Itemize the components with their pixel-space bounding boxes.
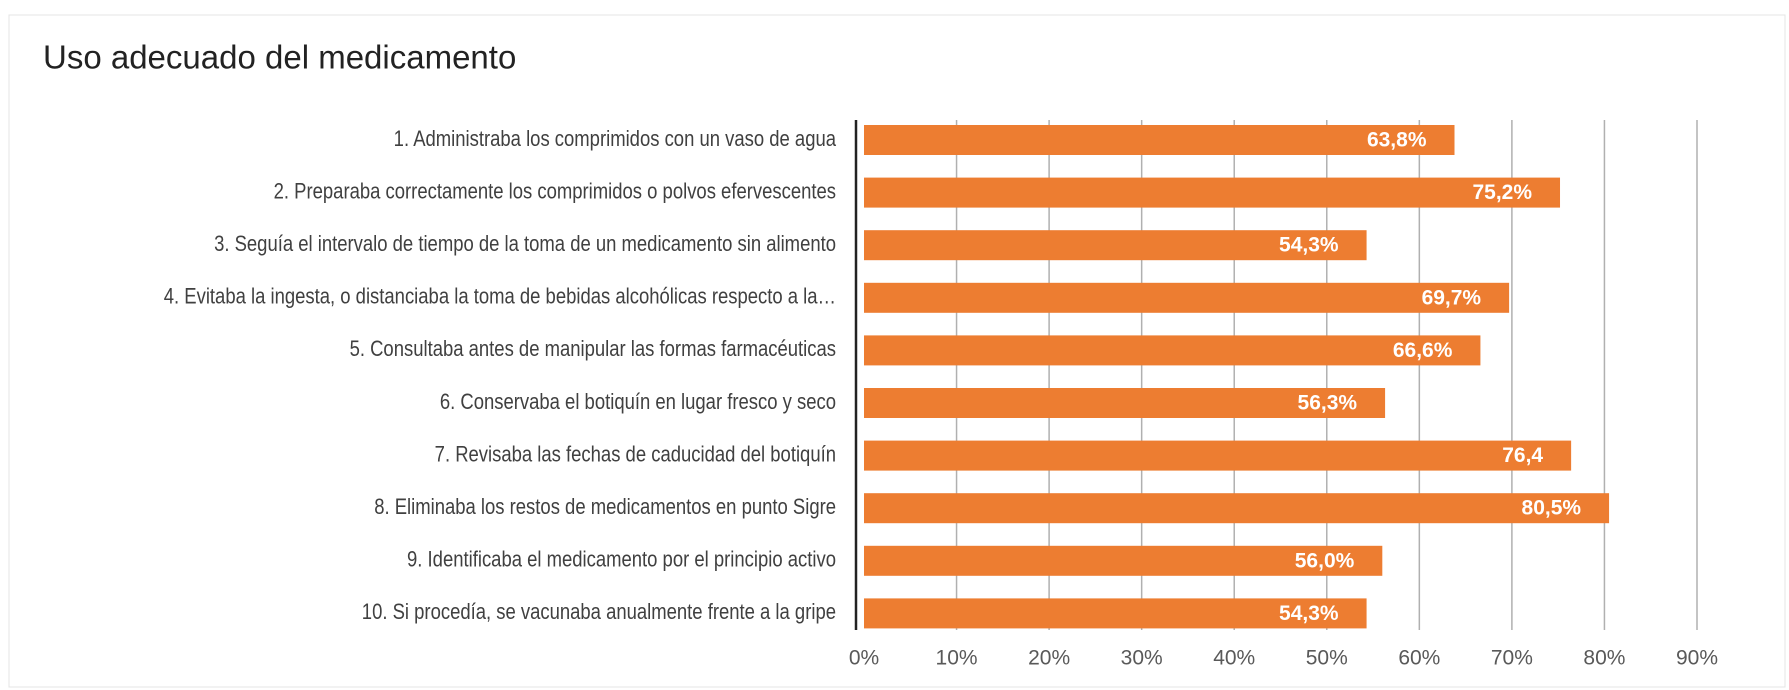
value-label: 80,5% xyxy=(1522,497,1582,520)
category-label: 5. Consultaba antes de manipular las for… xyxy=(350,338,836,362)
bar xyxy=(864,388,1386,418)
category-label: 7. Revisaba las fechas de caducidad del … xyxy=(435,443,836,467)
x-tick-label: 20% xyxy=(1028,647,1070,670)
x-tick-label: 0% xyxy=(849,647,879,670)
category-label: 8. Eliminaba los restos de medicamentos … xyxy=(374,496,836,520)
bar xyxy=(864,493,1610,524)
bar xyxy=(864,177,1561,208)
bar xyxy=(864,440,1572,471)
value-label: 66,6% xyxy=(1393,339,1453,362)
category-label: 9. Identificaba el medicamento por el pr… xyxy=(407,548,836,572)
value-label: 75,2% xyxy=(1472,181,1532,204)
value-label: 63,8% xyxy=(1367,129,1427,152)
category-label: 2. Preparaba correctamente los comprimid… xyxy=(274,180,836,204)
bar xyxy=(864,125,1455,155)
value-label: 69,7% xyxy=(1422,286,1482,309)
bar xyxy=(864,598,1367,629)
value-label: 54,3% xyxy=(1279,602,1339,625)
category-label: 1. Administraba los comprimidos con un v… xyxy=(394,127,837,151)
x-tick-label: 90% xyxy=(1676,647,1718,670)
chart-title: Uso adecuado del medicamento xyxy=(43,39,516,76)
category-label: 4. Evitaba la ingesta, o distanciaba la … xyxy=(164,285,836,309)
bar xyxy=(864,230,1367,261)
value-label: 56,0% xyxy=(1295,549,1355,572)
category-label: 3. Seguía el intervalo de tiempo de la t… xyxy=(214,233,836,257)
x-tick-label: 30% xyxy=(1121,647,1163,670)
category-label: 6. Conservaba el botiquín en lugar fresc… xyxy=(440,390,836,414)
x-tick-label: 80% xyxy=(1583,647,1625,670)
x-tick-label: 40% xyxy=(1213,647,1255,670)
x-tick-label: 60% xyxy=(1398,647,1440,670)
x-tick-label: 10% xyxy=(936,647,978,670)
value-label: 76,4 xyxy=(1502,444,1543,467)
x-tick-label: 50% xyxy=(1306,647,1348,670)
value-label: 56,3% xyxy=(1298,392,1358,415)
category-label: 10. Si procedía, se vacunaba anualmente … xyxy=(362,601,836,625)
bar xyxy=(864,335,1481,366)
value-label: 54,3% xyxy=(1279,234,1339,257)
x-tick-label: 70% xyxy=(1491,647,1533,670)
bar xyxy=(864,282,1510,313)
bar xyxy=(864,545,1383,576)
